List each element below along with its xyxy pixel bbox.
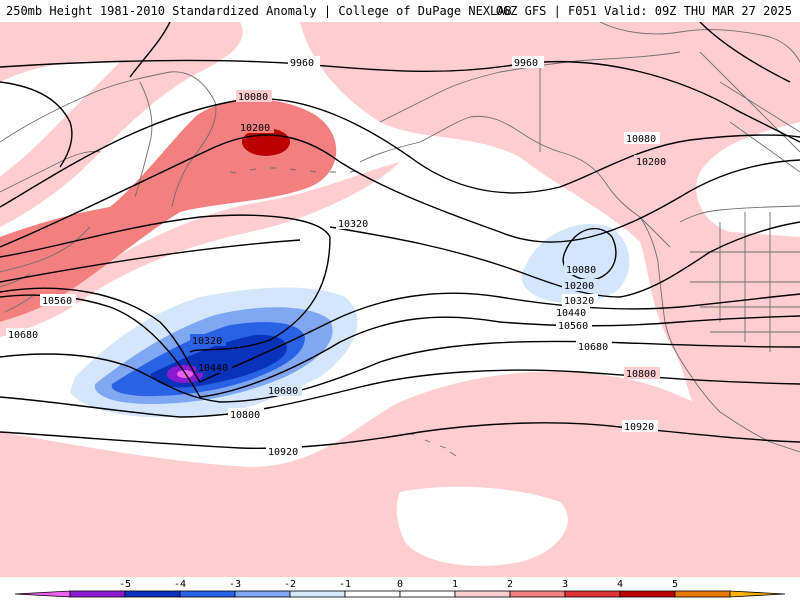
colorbar: -5 -4 -3 -2 -1 0 1 2 3 4 5 [0,577,800,600]
positive-anomaly-medium [0,99,337,323]
svg-text:10440: 10440 [198,363,228,374]
contour-labels: 9960 9960 10080 10200 10080 10200 [6,56,670,458]
colorbar-tick-label: -3 [229,579,241,590]
contour-label: 10200 [634,155,670,168]
colorbar-segment [179,590,236,598]
neutral-pockets [0,60,568,566]
height-contours [0,22,800,449]
colorbar-segment [399,590,456,598]
anomaly-map: 9960 9960 10080 10200 10080 10200 [0,22,800,577]
colorbar-segments [14,590,786,598]
colorbar-segment [564,590,621,598]
colorbar-segment [234,590,291,598]
colorbar-tick-label: -4 [174,579,186,590]
coastlines [0,22,800,457]
svg-text:10080: 10080 [238,92,268,103]
colorbar-segment [14,590,71,598]
svg-text:10320: 10320 [564,296,594,307]
svg-text:10560: 10560 [42,296,72,307]
contour-label: 10560 [40,294,76,307]
colorbar-segment [509,590,566,598]
svg-text:10680: 10680 [578,342,608,353]
contour-label: 10200 [238,121,274,134]
map-title: 250mb Height 1981-2010 Standardized Anom… [6,4,512,18]
contour-label: 9960 [288,56,320,69]
colorbar-ticks: -5 -4 -3 -2 -1 0 1 2 3 4 5 [119,579,678,590]
svg-text:10800: 10800 [626,369,656,380]
svg-text:10200: 10200 [636,157,666,168]
contour-label: 10080 [624,132,660,145]
colorbar-segment [69,590,126,598]
contour-label: 10200 [562,279,598,292]
svg-text:10800: 10800 [230,410,260,421]
colorbar-segment [124,590,181,598]
svg-text:10920: 10920 [624,422,654,433]
map-canvas: 9960 9960 10080 10200 10080 10200 [0,22,800,577]
contour-label: 9960 [512,56,544,69]
colorbar-segment [289,590,346,598]
svg-text:9960: 9960 [514,58,538,69]
header: 250mb Height 1981-2010 Standardized Anom… [0,0,800,22]
colorbar-tick-label: 0 [397,579,403,590]
contour-label: 10680 [576,340,612,353]
svg-text:10680: 10680 [8,330,38,341]
svg-text:10680: 10680 [268,386,298,397]
model-run-info: 06Z GFS | F051 Valid: 09Z THU MAR 27 202… [495,4,792,18]
svg-text:10320: 10320 [192,336,222,347]
colorbar-tick-label: -2 [284,579,296,590]
colorbar-tick-label: 2 [507,579,513,590]
contour-label: 10680 [6,328,42,341]
contour-label: 10800 [624,367,660,380]
contour-label: 10440 [196,361,232,374]
contour-label: 10920 [266,445,302,458]
colorbar-segment [454,590,511,598]
svg-text:10200: 10200 [240,123,270,134]
colorbar-segment [674,590,731,598]
contour-label: 10320 [336,217,372,230]
colorbar-tick-label: -5 [119,579,131,590]
svg-text:10200: 10200 [564,281,594,292]
colorbar-tick-label: 4 [617,579,623,590]
colorbar-tick-label: -1 [339,579,351,590]
contour-label: 10800 [228,408,264,421]
contour-label: 10320 [562,294,598,307]
contour-label: 10080 [564,263,600,276]
svg-text:10080: 10080 [566,265,596,276]
colorbar-segment [729,590,786,598]
contour-label: 10080 [236,90,272,103]
colorbar-tick-label: 3 [562,579,568,590]
contour-label: 10320 [190,334,226,347]
svg-text:10440: 10440 [556,308,586,319]
svg-text:9960: 9960 [290,58,314,69]
svg-text:10320: 10320 [338,219,368,230]
contour-label: 10680 [266,384,302,397]
contour-label: 10440 [554,306,590,319]
colorbar-tick-label: 1 [452,579,458,590]
colorbar-canvas: -5 -4 -3 -2 -1 0 1 2 3 4 5 [14,579,786,598]
svg-text:10080: 10080 [626,134,656,145]
svg-text:10920: 10920 [268,447,298,458]
svg-text:10560: 10560 [558,321,588,332]
contour-label: 10920 [622,420,658,433]
colorbar-segment [344,590,401,598]
colorbar-segment [619,590,676,598]
colorbar-tick-label: 5 [672,579,678,590]
contour-label: 10560 [556,319,592,332]
